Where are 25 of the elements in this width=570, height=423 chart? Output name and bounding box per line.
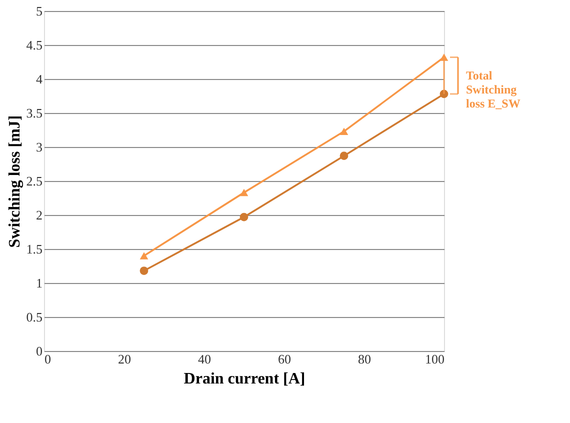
y-tick-label: 4: [36, 72, 43, 86]
y-tick-label: 5: [36, 4, 42, 18]
x-tick-label: 80: [358, 352, 371, 366]
text: Total Switching loss E_SW: [466, 68, 520, 111]
x-axis-title: Drain current [A]: [184, 370, 306, 388]
y-tick-label: 1: [36, 276, 42, 290]
y-tick-label: 4.5: [26, 38, 42, 52]
y-tick-label: 0.5: [26, 310, 42, 324]
y-tick-label: 2.5: [26, 174, 42, 188]
x-tick-label: 60: [278, 352, 291, 366]
point: [340, 152, 348, 160]
point: [140, 266, 148, 275]
point: [440, 54, 448, 61]
y-axis-title: Switching loss [mJ]: [6, 115, 24, 248]
point: [140, 252, 148, 260]
x-tick-label: 100: [425, 352, 444, 366]
x-tick-label: 20: [118, 352, 131, 366]
point: [240, 188, 248, 196]
point: [340, 128, 348, 135]
point: [240, 212, 248, 222]
y-tick-label: 1.5: [26, 242, 42, 256]
y-tick-label: 2: [36, 208, 42, 222]
x-tick-label: 40: [198, 352, 211, 366]
y-tick-label: 3: [36, 140, 42, 154]
y-tick-label: 3.5: [26, 106, 42, 120]
